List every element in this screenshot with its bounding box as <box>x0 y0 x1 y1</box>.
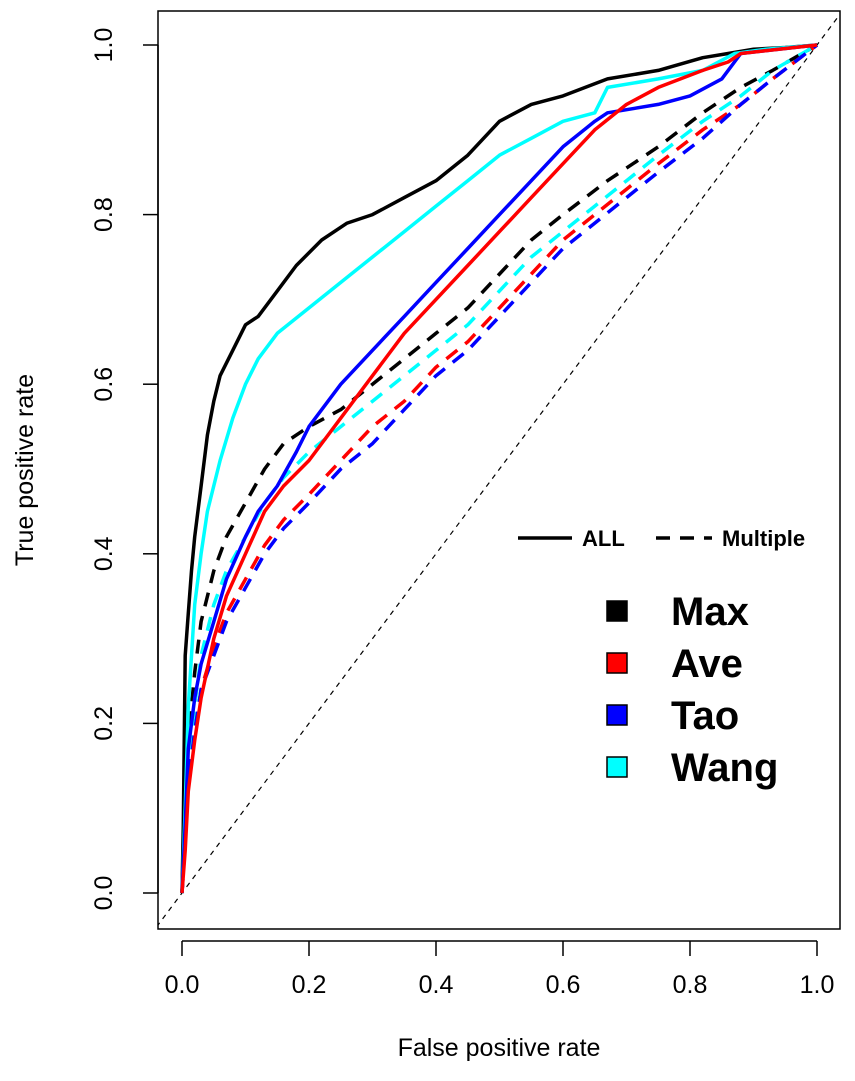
y-tick-label: 0.2 <box>90 706 118 741</box>
x-axis-title: False positive rate <box>398 1034 601 1062</box>
legend-swatch-wang <box>606 756 628 778</box>
legend-label-tao: Tao <box>671 694 739 738</box>
x-tick-label: 0.4 <box>419 971 454 999</box>
x-tick-label: 0.6 <box>546 971 581 999</box>
y-tick-label: 0.8 <box>90 197 118 232</box>
x-tick-label: 0.2 <box>292 971 327 999</box>
series-line-wang-all <box>180 43 818 894</box>
legend-label-ave: Ave <box>671 642 743 686</box>
legend-all-label: ALL <box>582 526 625 551</box>
legend-label-max: Max <box>671 590 749 634</box>
x-tick-label: 1.0 <box>800 971 835 999</box>
y-tick-label: 0.0 <box>90 876 118 911</box>
series-line-tao-all <box>180 43 818 894</box>
x-tick-label: 0.8 <box>673 971 708 999</box>
legend-swatch-tao <box>606 704 628 726</box>
series-line-wang-multiple <box>180 43 818 894</box>
legend-multiple-label: Multiple <box>722 526 805 551</box>
y-tick-label: 0.4 <box>90 536 118 571</box>
series-line-max-all <box>180 43 818 894</box>
series-line-max-multiple <box>180 43 818 894</box>
series-line-tao-multiple <box>180 43 819 894</box>
legend-label-wang: Wang <box>671 746 778 790</box>
x-axis: 0.0 0.2 0.4 0.6 0.8 1.0 <box>165 940 835 999</box>
y-tick-label: 1.0 <box>90 28 118 63</box>
y-axis-title: True positive rate <box>11 374 39 566</box>
series-line-ave-all <box>180 43 818 894</box>
legend-swatch-ave <box>606 652 628 674</box>
series-line-chance-reference <box>158 13 840 927</box>
legend-swatch-max <box>606 600 628 622</box>
y-tick-label: 0.6 <box>90 367 118 402</box>
x-tick-label: 0.0 <box>165 971 200 999</box>
series-layer <box>158 13 840 927</box>
line-style-legend: ALL Multiple <box>518 526 805 551</box>
y-axis: 0.0 0.2 0.4 0.6 0.8 1.0 <box>90 28 159 911</box>
method-legend: Max Ave Tao Wang <box>606 590 778 790</box>
